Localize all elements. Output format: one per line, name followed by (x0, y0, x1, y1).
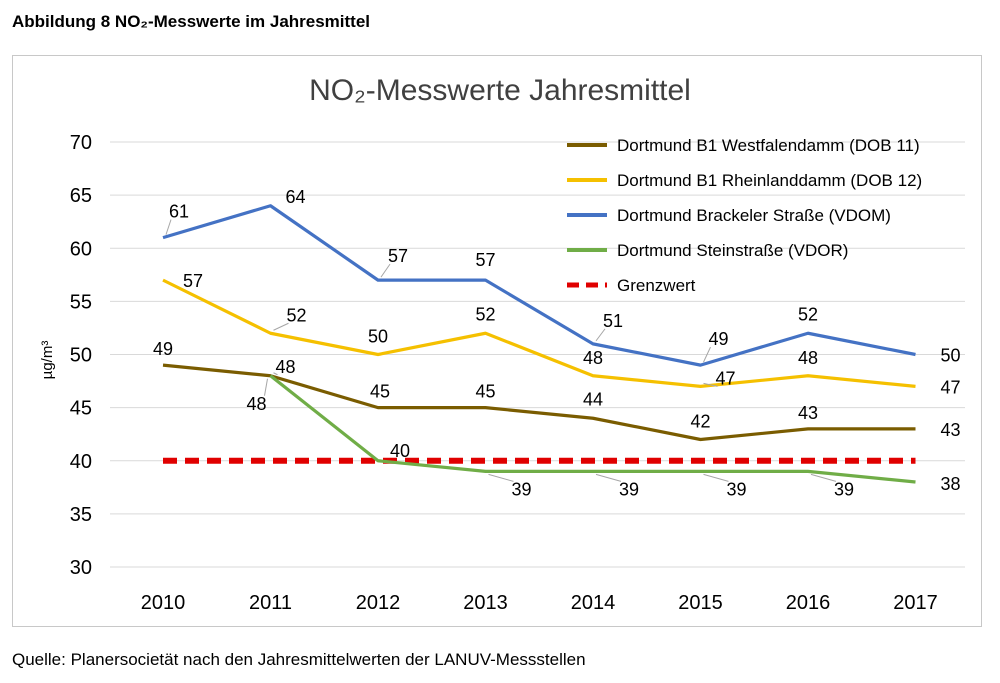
data-label: 42 (690, 412, 710, 432)
data-labels: 49 48 45 45 44 42 43 43 57 52 50 52 48 47 48 47 61 64 57 57… (153, 187, 961, 500)
data-label: 51 (603, 311, 623, 331)
y-tick-label: 55 (70, 291, 92, 313)
series-lines (162, 204, 916, 484)
y-axis: 30 35 40 45 50 55 60 65 70 (70, 132, 92, 579)
series-line (269, 374, 916, 484)
leader-line (703, 473, 729, 482)
y-tick-label: 35 (70, 504, 92, 526)
data-label: 38 (940, 474, 960, 494)
data-label: 47 (715, 368, 735, 388)
data-label: 61 (169, 202, 189, 222)
data-label: 48 (246, 394, 266, 414)
series-line (162, 204, 916, 367)
x-tick-label: 2012 (356, 592, 401, 614)
data-label: 52 (286, 305, 306, 325)
legend: Dortmund B1 Westfalendamm (DOB 11) Dortmu… (567, 136, 922, 295)
y-tick-label: 30 (70, 557, 92, 579)
leader-line (264, 378, 268, 396)
leader-line (380, 263, 391, 278)
data-label: 50 (368, 327, 388, 347)
chart-frame (12, 55, 982, 627)
leader-line (595, 328, 606, 342)
data-label: 45 (475, 382, 495, 402)
data-label: 57 (475, 250, 495, 270)
leader-line (165, 219, 172, 235)
data-label: 39 (726, 479, 746, 499)
y-tick-label: 40 (70, 451, 92, 473)
leader-line (810, 473, 837, 482)
data-label: 64 (285, 187, 305, 207)
data-label: 45 (370, 382, 390, 402)
data-label: 49 (708, 329, 728, 349)
data-label: 39 (834, 479, 854, 499)
data-label: 57 (388, 246, 408, 266)
legend-label: Dortmund Steinstraße (VDOR) (617, 241, 848, 260)
legend-label: Dortmund Brackeler Straße (VDOM) (617, 206, 891, 225)
data-label: 39 (511, 479, 531, 499)
series-line (162, 363, 916, 442)
data-label: 39 (619, 479, 639, 499)
series-line (162, 278, 916, 388)
leader-line (273, 322, 289, 331)
x-tick-label: 2014 (571, 592, 616, 614)
data-label: 43 (940, 420, 960, 440)
data-label: 57 (183, 271, 203, 291)
data-label: 48 (798, 348, 818, 368)
x-tick-label: 2016 (786, 592, 831, 614)
data-label: 52 (475, 304, 495, 324)
x-tick-label: 2013 (463, 592, 508, 614)
data-label: 50 (940, 346, 960, 366)
data-label: 52 (798, 304, 818, 324)
x-tick-label: 2010 (141, 592, 186, 614)
leader-line (488, 473, 514, 482)
leader-line (703, 346, 711, 363)
y-axis-label: µg/m³ (39, 341, 56, 380)
data-label: 47 (940, 377, 960, 397)
legend-label: Grenzwert (617, 276, 696, 295)
data-label: 43 (798, 403, 818, 423)
x-tick-label: 2011 (249, 592, 292, 614)
x-tick-label: 2015 (678, 592, 723, 614)
x-tick-label: 2017 (893, 592, 938, 614)
y-tick-label: 50 (70, 345, 92, 367)
legend-label: Dortmund B1 Westfalendamm (DOB 11) (617, 136, 920, 155)
figure-caption: Abbildung 8 NO₂-Messwerte im Jahresmitte… (12, 12, 371, 31)
x-axis: 2010 2011 2012 2013 2014 2015 2016 2017 (141, 592, 938, 614)
leader-line (595, 473, 622, 482)
y-tick-label: 45 (70, 398, 92, 420)
legend-label: Dortmund B1 Rheinlanddamm (DOB 12) (617, 171, 922, 190)
y-tick-label: 60 (70, 238, 92, 260)
data-label: 48 (583, 348, 603, 368)
source-note: Quelle: Planersocietät nach den Jahresmi… (12, 650, 586, 669)
y-tick-label: 65 (70, 185, 92, 207)
data-label: 40 (390, 441, 410, 461)
data-label: 48 (275, 357, 295, 377)
chart-title: NO₂-Messwerte Jahresmittel (309, 74, 691, 107)
leader-line (273, 372, 278, 376)
y-tick-label: 70 (70, 132, 92, 154)
leader-line (703, 382, 718, 387)
data-label: 49 (153, 339, 173, 359)
data-label: 44 (583, 389, 603, 409)
